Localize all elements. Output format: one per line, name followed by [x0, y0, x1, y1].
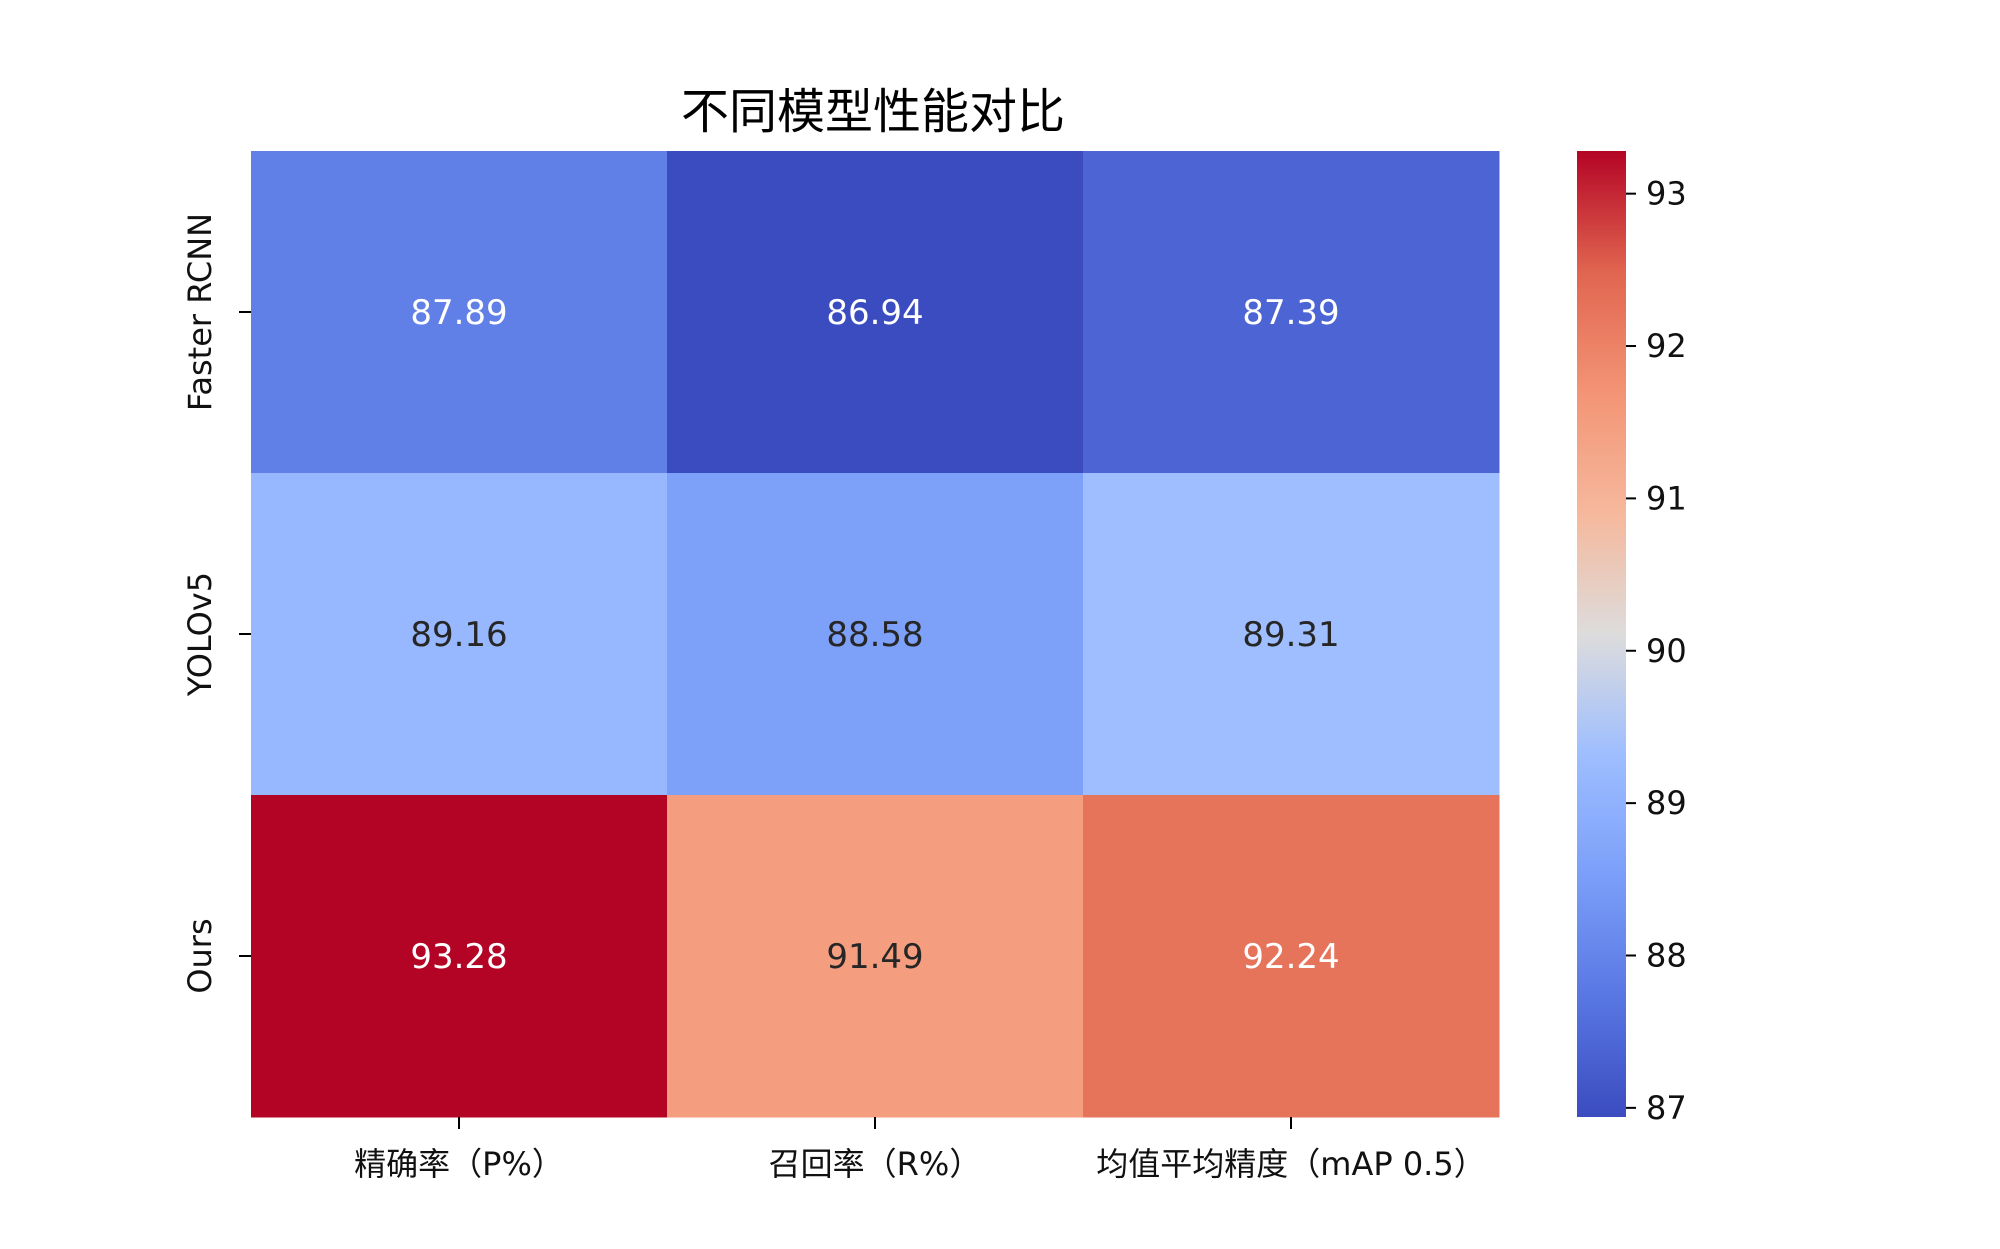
heatmap-cell	[1083, 151, 1500, 474]
colorbar-tick-label: 93	[1646, 175, 1687, 213]
cell-value-label: 88.58	[826, 615, 923, 655]
colorbar-tick-label: 90	[1646, 632, 1687, 670]
cell-value-label: 89.31	[1242, 615, 1339, 655]
y-tick-label: YOLOv5	[181, 572, 219, 697]
colorbar-tick-label: 89	[1646, 784, 1687, 822]
cell-value-label: 93.28	[410, 937, 507, 977]
cell-value-label: 92.24	[1242, 937, 1339, 977]
colorbar-tick-label: 92	[1646, 327, 1687, 365]
colorbar-ticks: 87 88 89 90 91 92 93	[1626, 175, 1687, 1127]
heatmap-cell	[251, 151, 668, 474]
heatmap-cell	[251, 795, 668, 1118]
cell-value-label: 89.16	[410, 615, 507, 655]
heatmap-cells	[251, 151, 1500, 1118]
heatmap-cell	[251, 473, 668, 796]
cell-value-label: 87.89	[410, 293, 507, 333]
x-tick-label: 召回率（R%）	[769, 1145, 982, 1183]
y-tick-label: Faster RCNN	[181, 213, 219, 411]
heatmap-cell	[1083, 473, 1500, 796]
y-tick-label: Ours	[181, 918, 219, 993]
y-axis: Faster RCNN YOLOv5 Ours	[181, 213, 251, 994]
colorbar-tick-label: 91	[1646, 479, 1687, 517]
chart-title: 不同模型性能对比	[681, 84, 1065, 140]
cell-value-label: 87.39	[1242, 293, 1339, 333]
colorbar-tick-label: 88	[1646, 936, 1687, 974]
heatmap-cell-labels: 87.89 86.94 87.39 89.16 88.58 89.31 93.28 91.49…	[410, 293, 1339, 977]
heatmap-cell	[1083, 795, 1500, 1118]
colorbar-gradient	[1577, 151, 1626, 1117]
colorbar	[1577, 151, 1626, 1117]
heatmap-cell	[667, 795, 1084, 1118]
x-axis: 精确率（P%） 召回率（R%） 均值平均精度（mAP 0.5）	[354, 1117, 1486, 1183]
x-tick-label: 精确率（P%）	[354, 1145, 564, 1183]
heatmap-cell	[667, 473, 1084, 796]
heatmap-cell	[667, 151, 1084, 474]
cell-value-label: 91.49	[826, 937, 923, 977]
x-tick-label: 均值平均精度（mAP 0.5）	[1096, 1145, 1485, 1183]
cell-value-label: 86.94	[826, 293, 923, 333]
colorbar-tick-label: 87	[1646, 1089, 1687, 1127]
